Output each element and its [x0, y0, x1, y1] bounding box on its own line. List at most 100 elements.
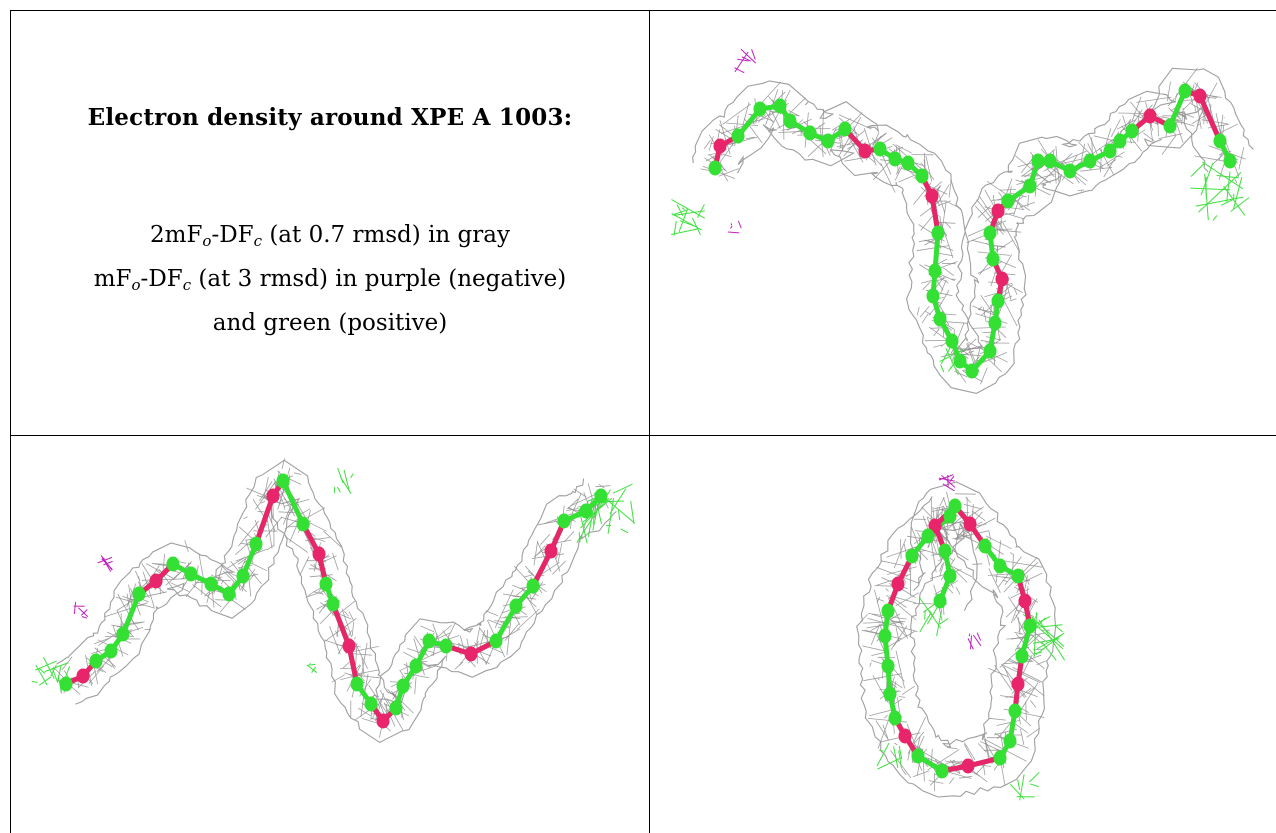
- carbon-atom: [878, 628, 892, 644]
- carbon-atom: [1011, 568, 1025, 584]
- carbon-atom: [204, 576, 218, 592]
- oxygen-atom: [963, 516, 977, 532]
- carbon-atom: [945, 333, 959, 349]
- caption-title: Electron density around XPE A 1003:: [87, 104, 573, 131]
- carbon-atom: [915, 168, 929, 184]
- oxygen-atom: [928, 518, 942, 534]
- carbon-atom: [783, 113, 797, 129]
- carbon-atom: [873, 141, 887, 157]
- carbon-atom: [888, 710, 902, 726]
- carbon-atom: [1043, 153, 1057, 169]
- molecule-render-top-right: [671, 48, 1254, 394]
- caption-line-2fofc: 2mFo-DFc (at 0.7 rmsd) in gray: [150, 222, 510, 250]
- oxygen-atom: [266, 488, 280, 504]
- oxygen-atom: [858, 143, 872, 159]
- caption-description: 2mFo-DFc (at 0.7 rmsd) in gray mFo-DFc (…: [11, 216, 649, 342]
- carbon-atom: [422, 633, 436, 649]
- oxygen-atom: [991, 203, 1005, 219]
- carbon-atom: [1213, 133, 1227, 149]
- carbon-atom: [1015, 648, 1029, 664]
- carbon-atom: [104, 643, 118, 659]
- carbon-atom: [184, 566, 198, 582]
- carbon-atom: [489, 633, 503, 649]
- carbon-atom: [986, 251, 1000, 267]
- carbon-atom: [350, 676, 364, 692]
- oxygen-atom: [1018, 593, 1032, 609]
- carbon-atom: [319, 576, 333, 592]
- oxygen-atom: [312, 546, 326, 562]
- carbon-atom: [579, 503, 593, 519]
- carbon-atom: [943, 508, 957, 524]
- table-divider-horizontal: [10, 435, 1276, 436]
- carbon-atom: [396, 678, 410, 694]
- carbon-atom: [276, 473, 290, 489]
- carbon-atom: [883, 686, 897, 702]
- ligand-stick-model: [708, 83, 1237, 379]
- carbon-atom: [935, 763, 949, 779]
- carbon-atom: [89, 653, 103, 669]
- carbon-atom: [983, 225, 997, 241]
- oxygen-atom: [1143, 108, 1157, 124]
- carbon-atom: [1023, 618, 1037, 634]
- carbon-atom: [1163, 118, 1177, 134]
- carbon-atom: [1103, 143, 1117, 159]
- carbon-atom: [1031, 153, 1045, 169]
- density-mesh: [692, 67, 1254, 394]
- carbon-atom: [993, 558, 1007, 574]
- carbon-atom: [988, 315, 1002, 331]
- carbon-atom: [1125, 123, 1139, 139]
- oxygen-atom: [544, 543, 558, 559]
- carbon-atom: [364, 696, 378, 712]
- carbon-atom: [249, 536, 263, 552]
- carbon-atom: [773, 98, 787, 114]
- carbon-atom: [1008, 703, 1022, 719]
- oxygen-atom: [1011, 676, 1025, 692]
- caption-cell: Electron density around XPE A 1003: 2mFo…: [11, 11, 649, 435]
- carbon-atom: [1223, 153, 1237, 169]
- carbon-atom: [116, 626, 130, 642]
- carbon-atom: [983, 343, 997, 359]
- carbon-atom: [993, 750, 1007, 766]
- carbon-atom: [1113, 133, 1127, 149]
- carbon-atom: [943, 568, 957, 584]
- carbon-atom: [991, 293, 1005, 309]
- carbon-atom: [409, 658, 423, 674]
- table-border-left: [10, 10, 11, 833]
- carbon-atom: [931, 225, 945, 241]
- oxygen-atom: [995, 271, 1009, 287]
- difference-density: [671, 48, 1250, 376]
- carbon-atom: [911, 748, 925, 764]
- carbon-atom: [921, 528, 935, 544]
- caption-line-fofc: mFo-DFc (at 3 rmsd) in purple (negative): [93, 266, 567, 294]
- carbon-atom: [509, 598, 523, 614]
- carbon-atom: [1003, 733, 1017, 749]
- electron-density-view-1: [650, 11, 1276, 435]
- carbon-atom: [59, 676, 73, 692]
- carbon-atom: [1063, 163, 1077, 179]
- carbon-atom: [389, 700, 403, 716]
- carbon-atom: [928, 263, 942, 279]
- oxygen-atom: [342, 638, 356, 654]
- difference-density: [31, 467, 636, 694]
- carbon-atom: [953, 353, 967, 369]
- carbon-atom: [439, 638, 453, 654]
- carbon-atom: [708, 160, 722, 176]
- caption-line-colors: and green (positive): [212, 310, 448, 336]
- oxygen-atom: [376, 713, 390, 729]
- carbon-atom: [881, 603, 895, 619]
- oxygen-atom: [1193, 88, 1207, 104]
- carbon-atom: [753, 101, 767, 117]
- carbon-atom: [326, 596, 340, 612]
- carbon-atom: [978, 538, 992, 554]
- carbon-atom: [933, 593, 947, 609]
- oxygen-atom: [713, 138, 727, 154]
- carbon-atom: [526, 578, 540, 594]
- carbon-atom: [965, 363, 979, 379]
- carbon-atom: [132, 586, 146, 602]
- oxygen-atom: [898, 728, 912, 744]
- oxygen-atom: [464, 646, 478, 662]
- table-border-top: [10, 10, 1276, 11]
- carbon-atom: [731, 128, 745, 144]
- oxygen-atom: [76, 668, 90, 684]
